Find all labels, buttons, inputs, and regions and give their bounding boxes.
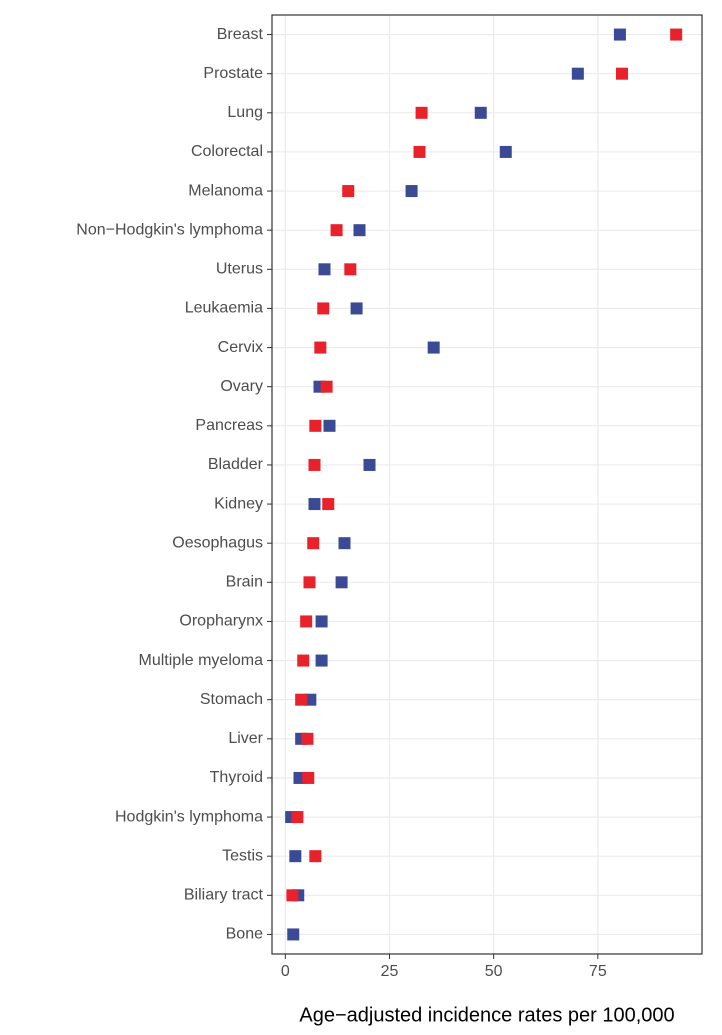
y-tick-label: Bone — [226, 926, 263, 943]
dot — [320, 380, 333, 393]
y-tick-label: Melanoma — [188, 182, 263, 199]
y-tick-label: Multiple myeloma — [139, 652, 264, 669]
y-tick-label: Oropharynx — [179, 613, 263, 630]
x-axis-title: Age−adjusted incidence rates per 100,000 — [299, 1004, 674, 1026]
dot — [309, 419, 322, 432]
dot — [317, 302, 330, 315]
y-tick-label: Biliary tract — [184, 887, 264, 904]
dot — [297, 654, 310, 667]
dot — [474, 106, 487, 119]
dot — [335, 576, 348, 589]
panel-border — [271, 14, 703, 955]
dot — [670, 28, 683, 41]
x-tick-label: 25 — [381, 963, 399, 980]
y-tick-label: Ovary — [220, 378, 263, 395]
y-tick-label: Uterus — [216, 261, 263, 278]
dot — [291, 811, 304, 824]
dot — [338, 537, 351, 550]
y-tick-label: Cervix — [218, 339, 263, 356]
dot — [499, 145, 512, 158]
dot — [302, 771, 315, 784]
y-tick-label: Kidney — [214, 495, 263, 512]
dot — [322, 498, 335, 511]
y-tick-label: Testis — [222, 847, 263, 864]
y-tick-label: Lung — [227, 104, 263, 121]
dot — [289, 850, 302, 863]
dot — [318, 263, 331, 276]
dot — [323, 419, 336, 432]
dot — [427, 341, 440, 354]
y-tick-label: Stomach — [200, 691, 263, 708]
dot — [314, 341, 327, 354]
dot — [300, 615, 313, 628]
x-tick-label: 50 — [485, 963, 503, 980]
y-tick-label: Bladder — [208, 456, 264, 473]
dot — [295, 693, 308, 706]
dot — [342, 185, 355, 198]
dot — [308, 458, 321, 471]
dot — [315, 615, 328, 628]
dot — [415, 106, 428, 119]
dot — [287, 928, 300, 941]
y-tick-label: Brain — [226, 574, 263, 591]
dot — [304, 693, 317, 706]
dot — [286, 889, 299, 902]
dot — [571, 67, 584, 80]
y-tick-label: Colorectal — [191, 143, 263, 160]
dot — [301, 732, 314, 745]
y-tick-label: Thyroid — [210, 769, 263, 786]
dot — [616, 67, 628, 80]
dot — [309, 850, 322, 863]
x-tick-label: 0 — [281, 963, 290, 980]
dot — [350, 302, 363, 315]
y-tick-label: Hodgkin's lymphoma — [115, 808, 263, 825]
y-tick-label: Pancreas — [195, 417, 263, 434]
x-tick-label: 75 — [589, 963, 607, 980]
dot — [315, 654, 328, 667]
y-tick-label: Breast — [217, 26, 264, 43]
dot — [353, 224, 366, 237]
dot — [405, 185, 418, 198]
dot — [307, 537, 320, 550]
dot — [413, 145, 426, 158]
dot — [303, 576, 316, 589]
dot — [308, 498, 321, 511]
dot — [613, 28, 626, 41]
y-tick-label: Liver — [228, 730, 263, 747]
y-tick-label: Prostate — [203, 65, 263, 82]
y-tick-label: Non−Hodgkin's lymphoma — [76, 221, 263, 238]
dot — [330, 224, 343, 237]
dot — [363, 458, 376, 471]
y-tick-label: Oesophagus — [172, 534, 263, 551]
y-tick-label: Leukaemia — [185, 300, 263, 317]
dot — [344, 263, 357, 276]
